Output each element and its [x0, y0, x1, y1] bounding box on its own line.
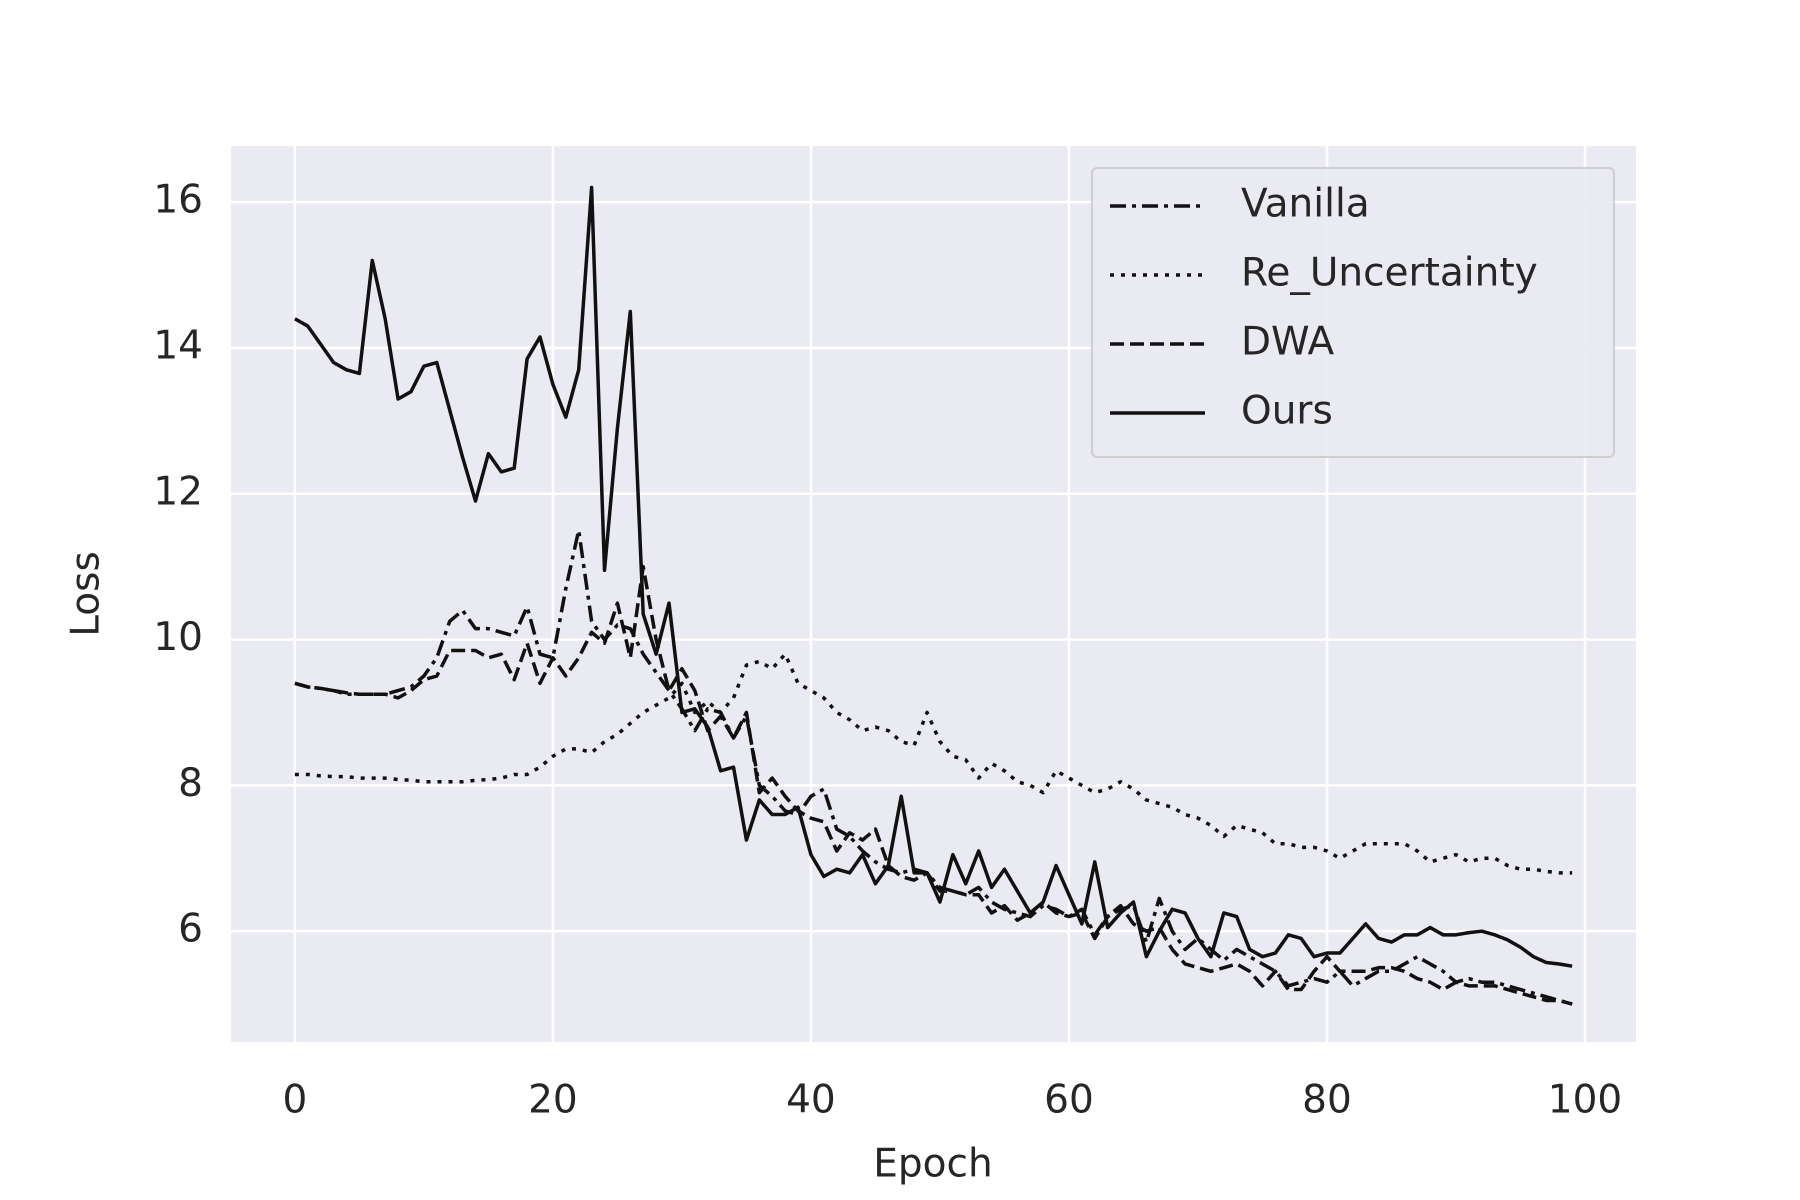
series-line [294, 564, 1573, 1006]
x-tick-label: 80 [1302, 1078, 1352, 1123]
x-tick-label: 20 [528, 1078, 578, 1123]
x-tick-label: 100 [1548, 1078, 1622, 1123]
y-tick-label: 6 [178, 907, 203, 952]
y-tick-label: 12 [153, 469, 203, 514]
x-tick-label: 40 [786, 1078, 836, 1123]
legend-label: DWA [1241, 320, 1334, 365]
legend-box [1091, 167, 1615, 458]
legend-label: Vanilla [1241, 182, 1370, 227]
x-tick-label: 0 [282, 1078, 307, 1123]
x-axis-label: Epoch [873, 1142, 992, 1187]
x-tick-label: 60 [1044, 1078, 1094, 1123]
legend-label: Re_Uncertainty [1241, 251, 1538, 296]
y-tick-label: 14 [153, 323, 203, 368]
series-line [294, 185, 1573, 968]
y-tick-label: 10 [153, 615, 203, 660]
y-tick-label: 8 [178, 761, 203, 806]
series-line [294, 528, 1573, 1006]
legend-label: Ours [1241, 389, 1333, 434]
y-tick-label: 16 [153, 178, 203, 223]
y-axis-label: Loss [64, 551, 109, 637]
